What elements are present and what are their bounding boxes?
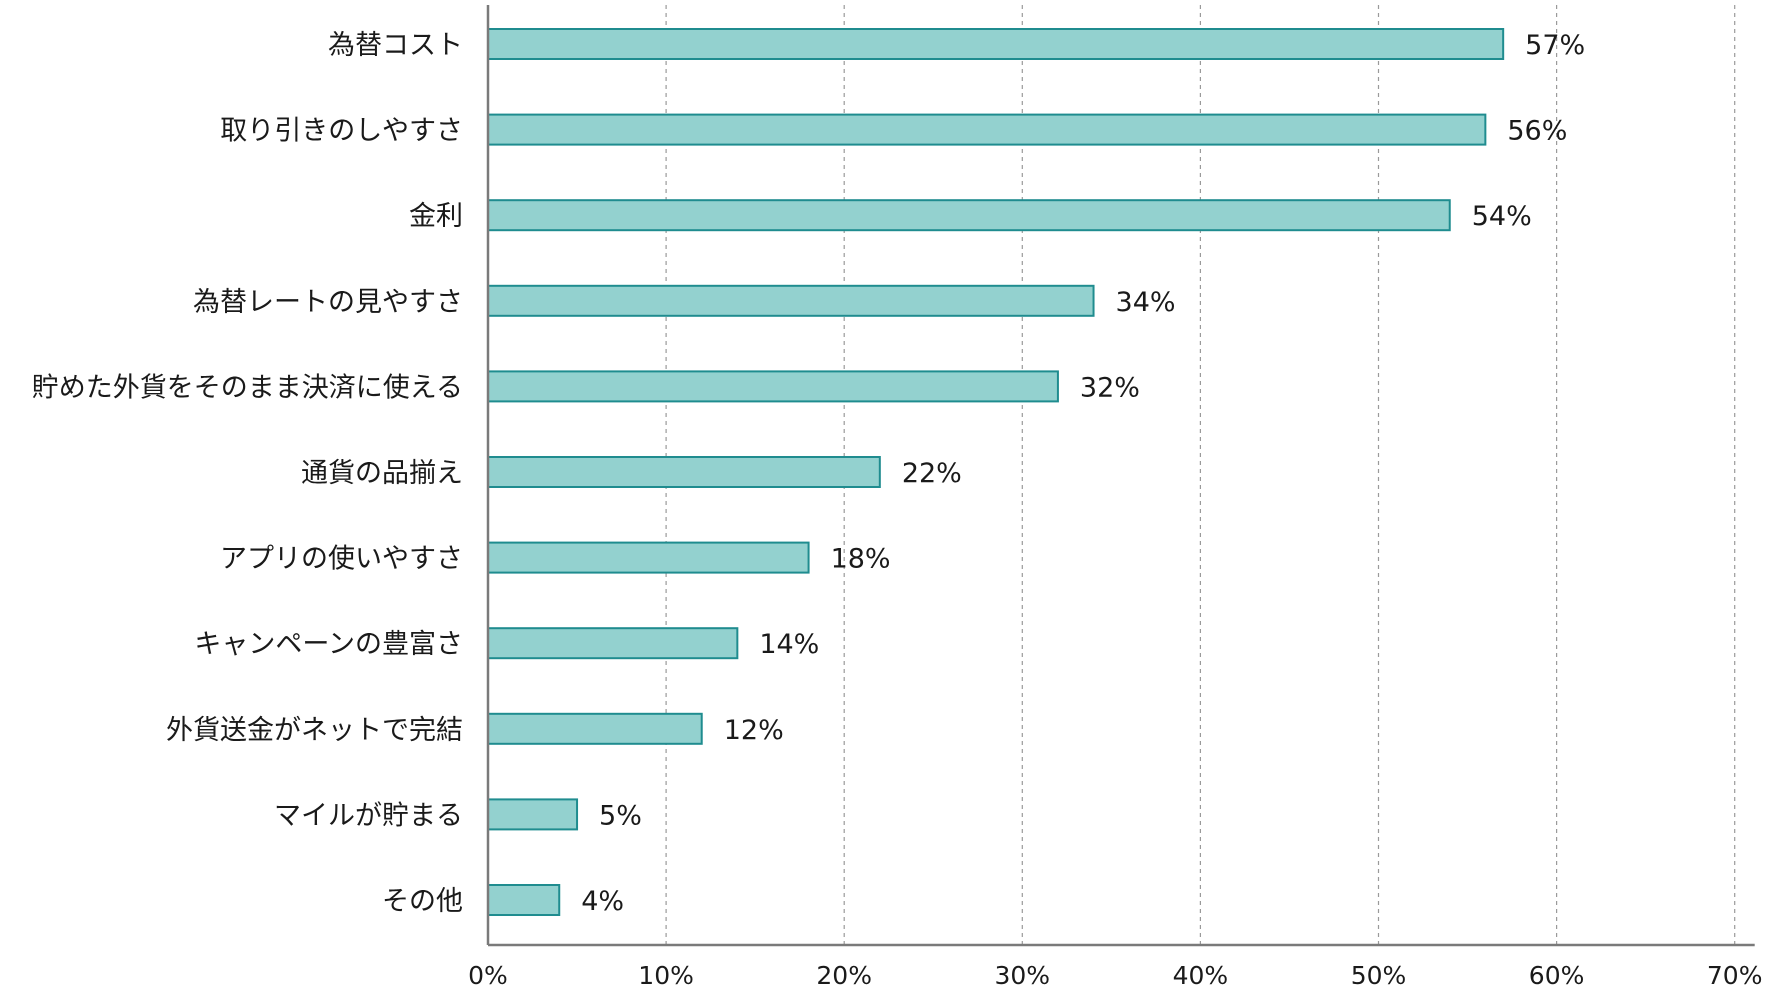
category-label: 為替コスト xyxy=(328,30,463,61)
category-label: 通貨の品揃え xyxy=(301,458,463,489)
category-label: 取り引きのしやすさ xyxy=(220,116,463,147)
bar xyxy=(487,113,1487,146)
bar xyxy=(487,627,739,660)
value-label: 14% xyxy=(759,629,819,660)
category-label: 外貨送金がネットで完結 xyxy=(166,715,463,746)
value-label: 5% xyxy=(599,800,642,831)
bar xyxy=(487,798,579,831)
x-tick-label: 70% xyxy=(1707,961,1763,990)
value-label: 4% xyxy=(581,886,624,917)
value-label: 34% xyxy=(1116,287,1176,318)
x-tick-label: 30% xyxy=(995,961,1051,990)
x-tick-label: 0% xyxy=(468,961,508,990)
bar xyxy=(487,541,810,574)
label-layer: 57% 為替コスト 56% 取り引きのしやすさ 54% 金利 34% 為替レートの見やすさ 32… xyxy=(32,30,1763,990)
value-label: 56% xyxy=(1507,116,1567,147)
x-tick-label: 40% xyxy=(1173,961,1229,990)
category-label: 貯めた外貨をそのまま決済に使える xyxy=(32,372,463,403)
bar xyxy=(487,712,703,745)
x-tick-label: 10% xyxy=(638,961,694,990)
category-label: アプリの使いやすさ xyxy=(220,544,463,575)
x-tick-label: 50% xyxy=(1351,961,1407,990)
value-label: 57% xyxy=(1525,30,1585,61)
bar-layer xyxy=(487,28,1505,916)
value-label: 22% xyxy=(902,458,962,489)
category-label: キャンペーンの豊富さ xyxy=(194,629,463,660)
category-label: 金利 xyxy=(409,201,463,232)
bar xyxy=(487,199,1451,232)
category-label: その他 xyxy=(382,886,463,917)
value-label: 18% xyxy=(831,544,891,575)
category-label: マイルが貯まる xyxy=(274,800,463,831)
axis-layer xyxy=(486,5,1755,947)
bar xyxy=(487,370,1059,403)
value-label: 54% xyxy=(1472,201,1532,232)
value-label: 32% xyxy=(1080,372,1140,403)
value-label: 12% xyxy=(724,715,784,746)
category-label: 為替レートの見やすさ xyxy=(193,287,463,318)
x-tick-label: 20% xyxy=(816,961,872,990)
bar xyxy=(487,28,1505,60)
bar xyxy=(487,284,1095,317)
x-tick-label: 60% xyxy=(1529,961,1585,990)
bar xyxy=(487,884,561,916)
bar xyxy=(487,456,881,488)
